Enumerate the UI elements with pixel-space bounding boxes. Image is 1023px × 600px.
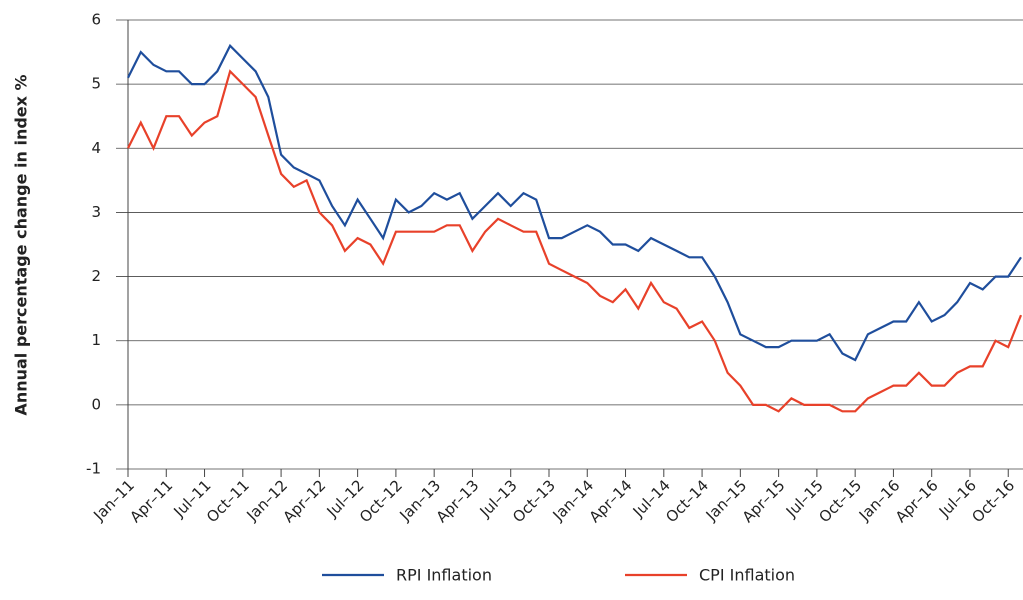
y-tick-label: 6 [91,11,101,29]
x-tick-label: Apr–16 [892,476,942,526]
x-tick-label: Oct–13 [509,476,559,526]
y-tick-label: -1 [86,460,101,478]
y-tick-label: 4 [91,139,101,157]
x-tick-label: Apr–12 [279,476,329,526]
x-tick-label: Apr–11 [126,476,176,526]
legend-label: CPI Inflation [699,566,795,585]
x-tick-label: Oct–12 [356,476,406,526]
y-axis-label: Annual percentage change in index % [12,74,31,415]
legend-label: RPI Inflation [396,566,492,585]
y-tick-label: 3 [91,203,101,221]
y-tick-label: 0 [91,395,101,413]
x-tick-label: Oct–14 [662,476,712,526]
x-tick-label: Apr–14 [586,476,636,526]
line-series [127,43,1022,362]
x-tick-label: Oct–11 [203,476,253,526]
x-tick-label: Apr–15 [739,476,789,526]
line-series [127,69,1023,413]
x-tick-label: Oct–15 [815,476,865,526]
y-tick-label: 1 [91,331,101,349]
y-tick-label: 2 [91,267,101,285]
y-tick-label: 5 [91,75,101,93]
x-tick-label: Oct–16 [968,476,1018,526]
x-tick-label: Apr–13 [433,476,483,526]
